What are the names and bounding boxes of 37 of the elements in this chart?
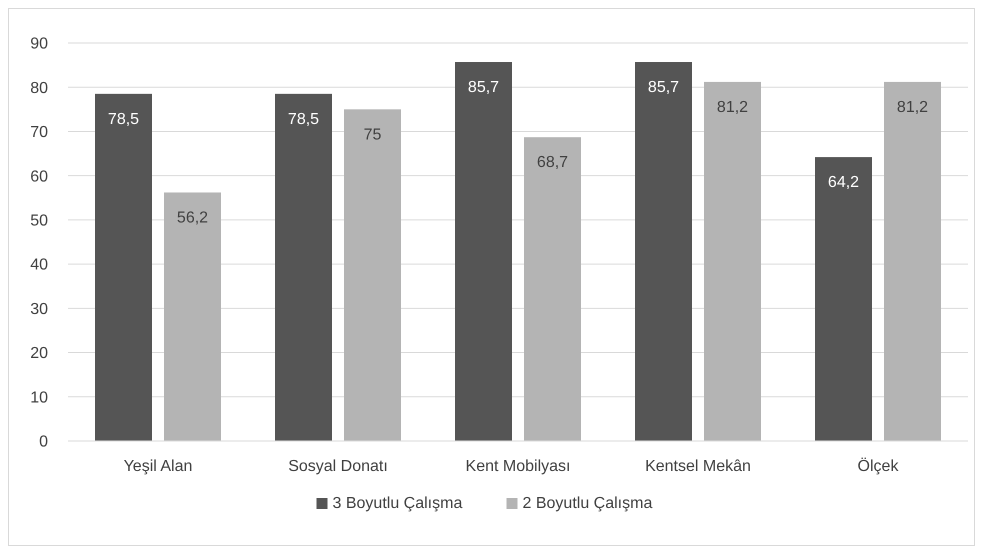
y-tick-label: 80 — [30, 80, 48, 97]
x-tick-label: Kentsel Mekân — [645, 458, 751, 475]
bar — [884, 82, 941, 441]
y-tick-label: 70 — [30, 124, 48, 142]
data-label: 85,7 — [648, 79, 680, 96]
bar — [275, 94, 332, 441]
legend-label: 2 Boyutlu Çalışma — [522, 495, 652, 512]
y-tick-label: 90 — [30, 36, 48, 53]
data-label: 85,7 — [468, 79, 500, 96]
bar — [815, 157, 872, 441]
y-tick-label: 30 — [30, 300, 48, 318]
bar — [344, 109, 401, 441]
data-label: 75 — [364, 126, 382, 144]
x-tick-label: Sosyal Donatı — [288, 458, 388, 475]
bar — [455, 62, 512, 441]
data-label: 68,7 — [536, 154, 568, 172]
bar — [524, 137, 581, 441]
y-tick-label: 50 — [30, 212, 48, 230]
y-tick-label: 60 — [30, 168, 48, 186]
y-tick-label: 40 — [30, 256, 48, 274]
bar — [164, 192, 221, 441]
data-label: 64,2 — [828, 174, 860, 192]
data-label: 78,5 — [108, 110, 140, 128]
legend-label: 3 Boyutlu Çalışma — [332, 495, 462, 512]
y-tick-label: 0 — [39, 434, 48, 451]
y-tick-label: 10 — [30, 389, 48, 406]
bar — [95, 94, 152, 441]
x-tick-label: Ölçek — [858, 457, 900, 475]
y-tick-label: 20 — [30, 345, 48, 362]
bar — [635, 62, 692, 441]
x-tick-label: Yeşil Alan — [124, 458, 192, 475]
bar — [704, 82, 761, 441]
data-label: 81,2 — [716, 98, 748, 116]
x-tick-label: Kent Mobilyası — [466, 458, 570, 475]
data-label: 78,5 — [288, 110, 320, 128]
data-label: 56,2 — [176, 209, 208, 226]
data-label: 81,2 — [896, 98, 928, 116]
